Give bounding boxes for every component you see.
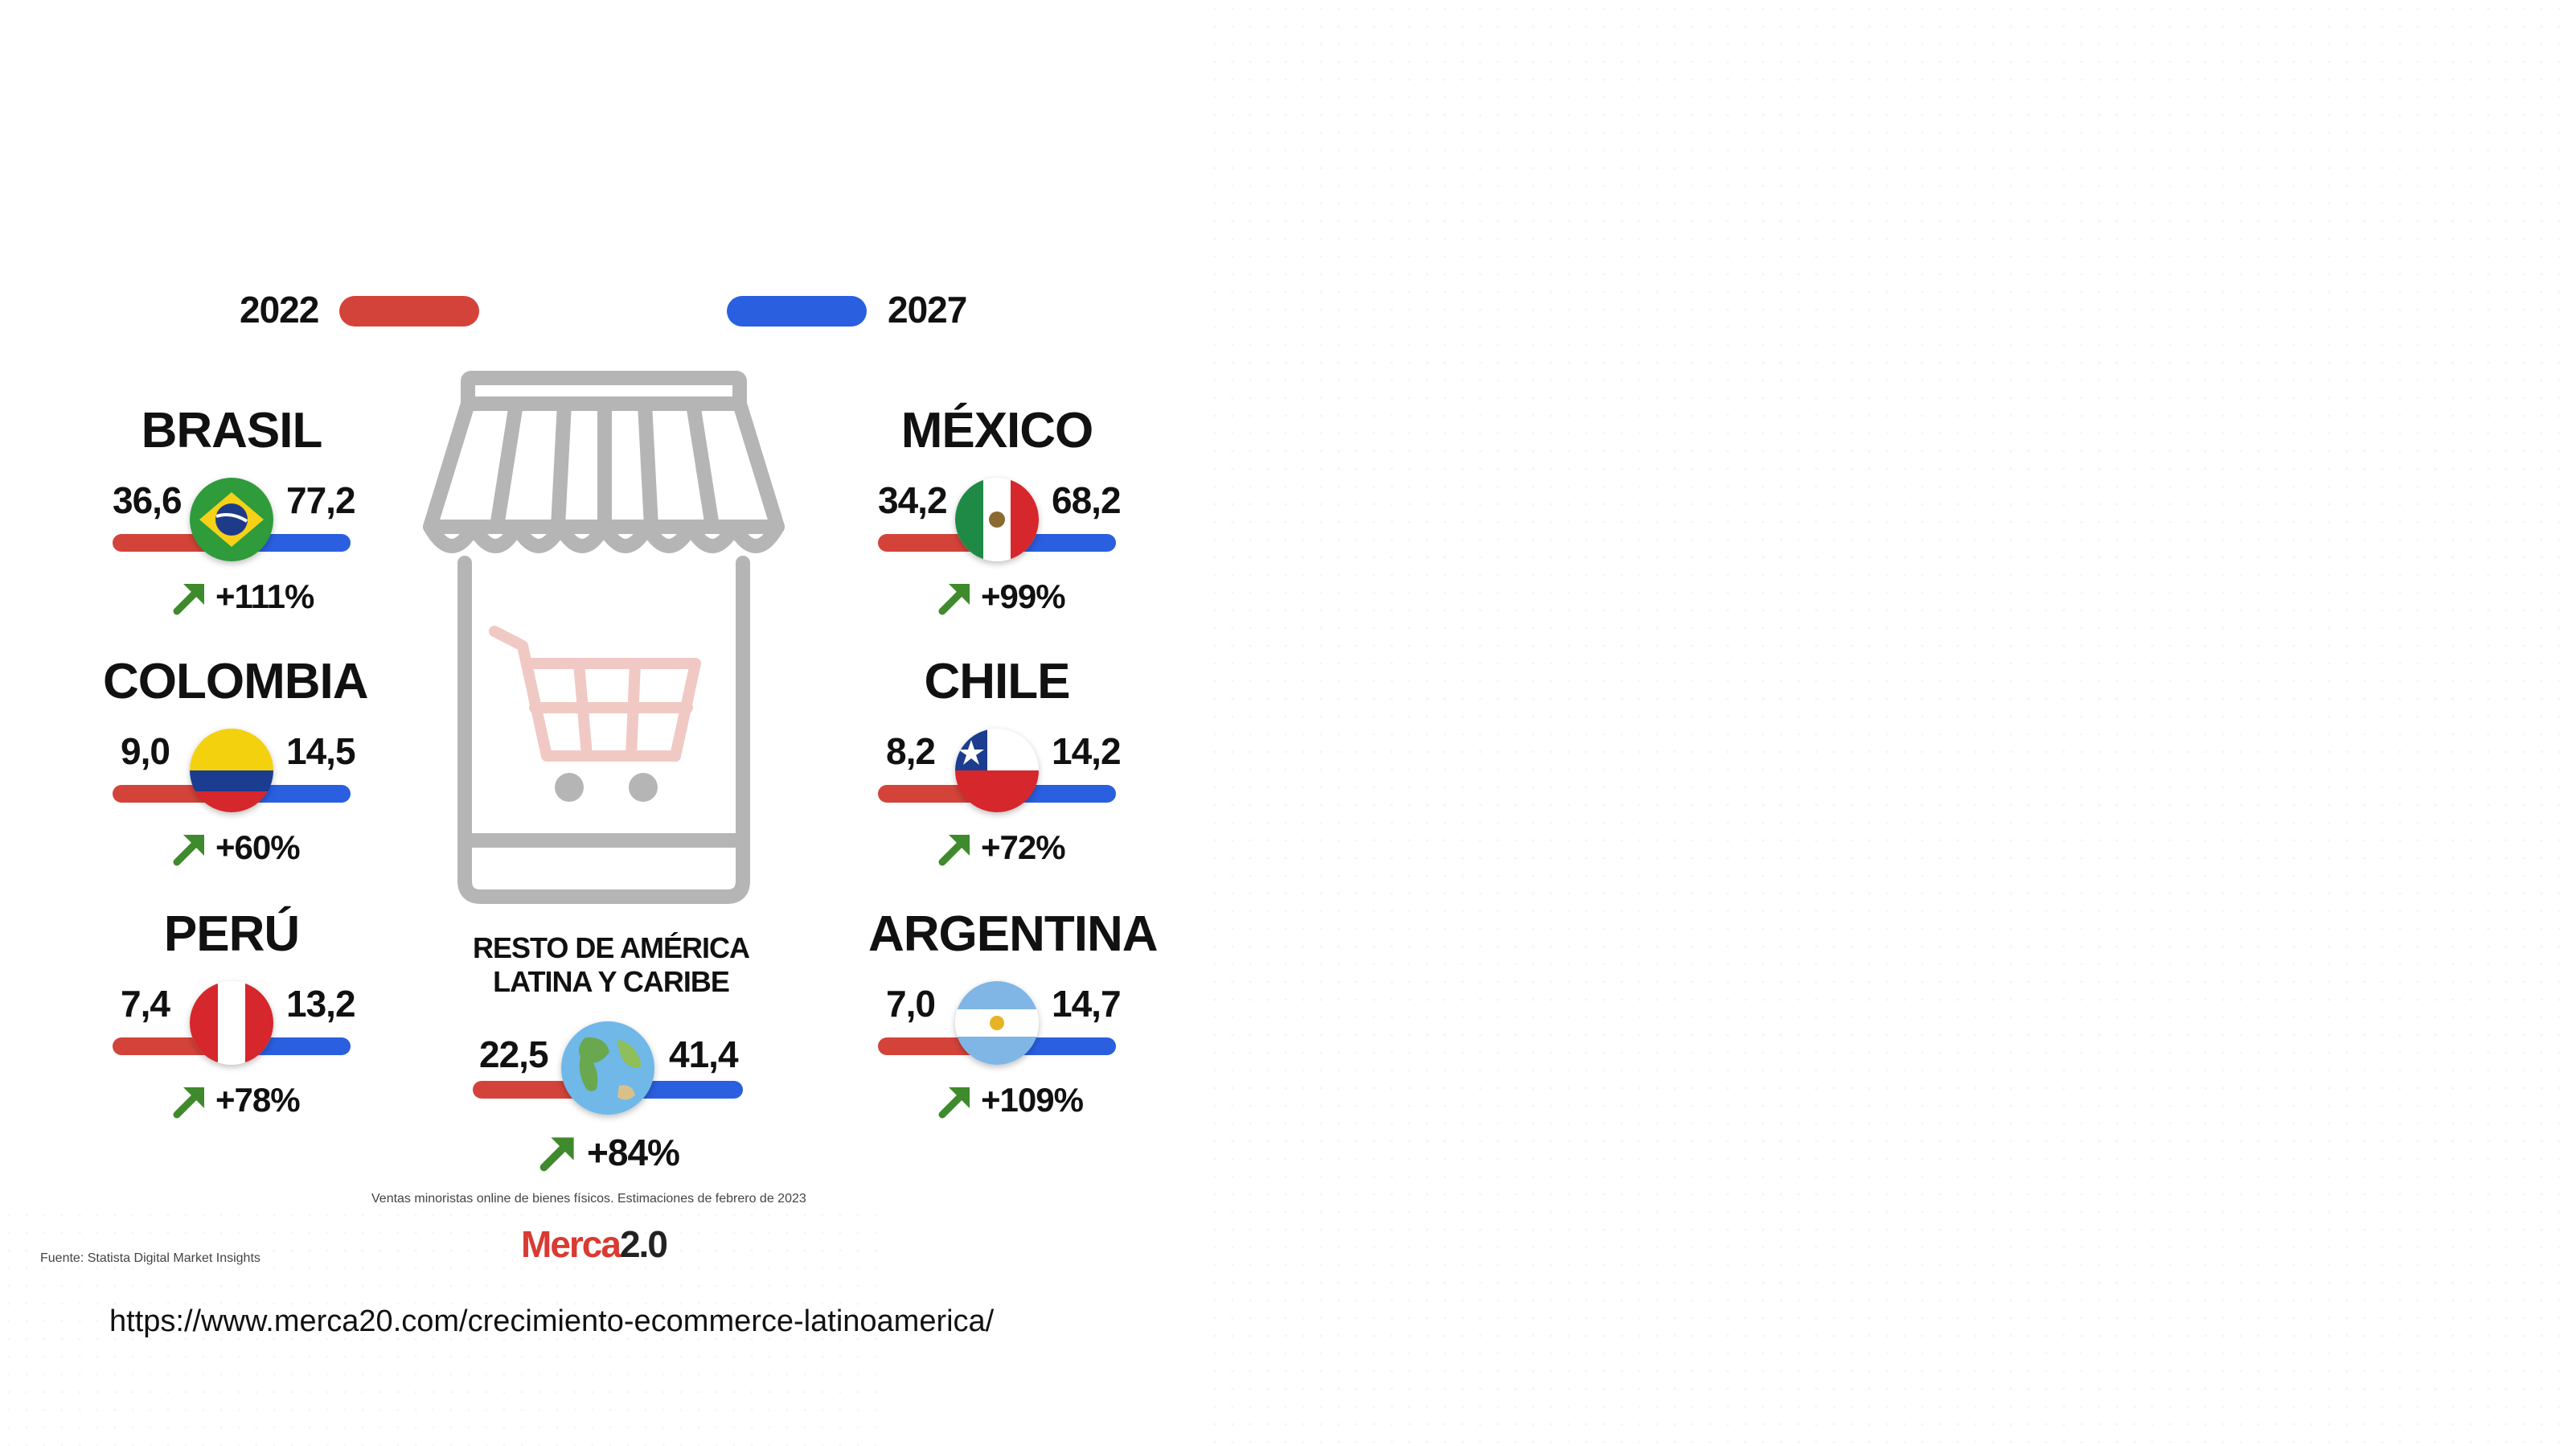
growth-percent: +109% [981, 1081, 1084, 1119]
merca20-logo: Merca2.0 [521, 1222, 668, 1266]
background-dot-pattern [1206, 0, 2576, 1446]
growth-arrow-icon [938, 835, 970, 866]
growth-percent: +72% [981, 828, 1066, 866]
peru-flag-icon [190, 981, 273, 1065]
region-name-line2: LATINA Y CARIBE [493, 965, 730, 998]
value-2022: 34,2 [878, 479, 948, 521]
value-2022: 8,2 [886, 730, 936, 772]
country-name: CHILE [924, 654, 1071, 709]
growth-percent: +84% [587, 1132, 680, 1173]
country-card-colombia: COLOMBIA 9,0 14,5 +60% [103, 653, 369, 894]
legend-label-2022: 2022 [240, 289, 319, 331]
country-name: COLOMBIA [103, 654, 369, 709]
growth-percent: +99% [981, 577, 1066, 615]
value-2027: 14,5 [286, 730, 356, 772]
growth-percent: +60% [215, 828, 301, 866]
logo-suffix: 2.0 [619, 1223, 668, 1265]
value-2027: 14,2 [1052, 730, 1122, 772]
chile-flag-icon [955, 729, 1039, 812]
growth-arrow-icon [938, 584, 970, 615]
value-2022: 7,0 [886, 983, 936, 1025]
country-card-mexico: MÉXICO 34,2 68,2 +99% [868, 402, 1126, 643]
region-card-rest-of-latam: RESTO DE AMÉRICA LATINA Y CARIBE 22,5 41… [466, 931, 756, 1189]
country-card-chile: CHILE 8,2 14,2 +72% [868, 653, 1126, 894]
value-2022: 22,5 [479, 1033, 549, 1075]
source-url: https://www.merca20.com/crecimiento-ecom… [109, 1304, 995, 1338]
growth-arrow-icon [173, 1087, 204, 1119]
growth-arrow-icon [938, 1087, 970, 1119]
legend-bar-2022 [339, 296, 479, 327]
value-2027: 13,2 [286, 983, 356, 1025]
country-name: PERÚ [163, 906, 300, 962]
logo-main: Merca [521, 1223, 621, 1265]
value-2022: 9,0 [121, 730, 170, 772]
country-card-argentina: ARGENTINA 7,0 14,7 +109% [868, 906, 1159, 1147]
value-2022: 36,6 [113, 479, 183, 521]
legend-bar-2027 [727, 296, 867, 327]
growth-percent: +111% [215, 577, 314, 615]
source-note: Fuente: Statista Digital Market Insights [40, 1251, 260, 1265]
legend-label-2027: 2027 [888, 289, 967, 331]
store-cart-illustration [423, 371, 785, 904]
value-2027: 14,7 [1052, 983, 1122, 1025]
country-name: ARGENTINA [868, 906, 1159, 962]
background-dot-pattern-bottom [0, 1206, 884, 1446]
value-2022: 7,4 [121, 983, 170, 1025]
value-2027: 41,4 [669, 1033, 739, 1075]
growth-arrow-icon [539, 1137, 574, 1172]
growth-percent: +78% [215, 1081, 301, 1119]
region-name-line1: RESTO DE AMÉRICA [472, 931, 750, 964]
mexico-flag-icon [955, 478, 1039, 561]
country-name: MÉXICO [900, 403, 1094, 458]
growth-arrow-icon [173, 584, 204, 615]
country-name: BRASIL [141, 403, 323, 458]
value-2027: 77,2 [286, 479, 356, 521]
country-card-brasil: BRASIL 36,6 77,2 +111% [103, 402, 360, 643]
footnote: Ventas minoristas online de bienes físic… [371, 1192, 806, 1206]
colombia-flag-icon [190, 729, 273, 812]
argentina-flag-icon [955, 981, 1039, 1065]
brazil-flag-icon [190, 478, 273, 561]
value-2027: 68,2 [1052, 479, 1122, 521]
country-card-peru: PERÚ 7,4 13,2 +78% [103, 906, 360, 1147]
globe-icon [561, 1021, 654, 1115]
growth-arrow-icon [173, 835, 204, 866]
